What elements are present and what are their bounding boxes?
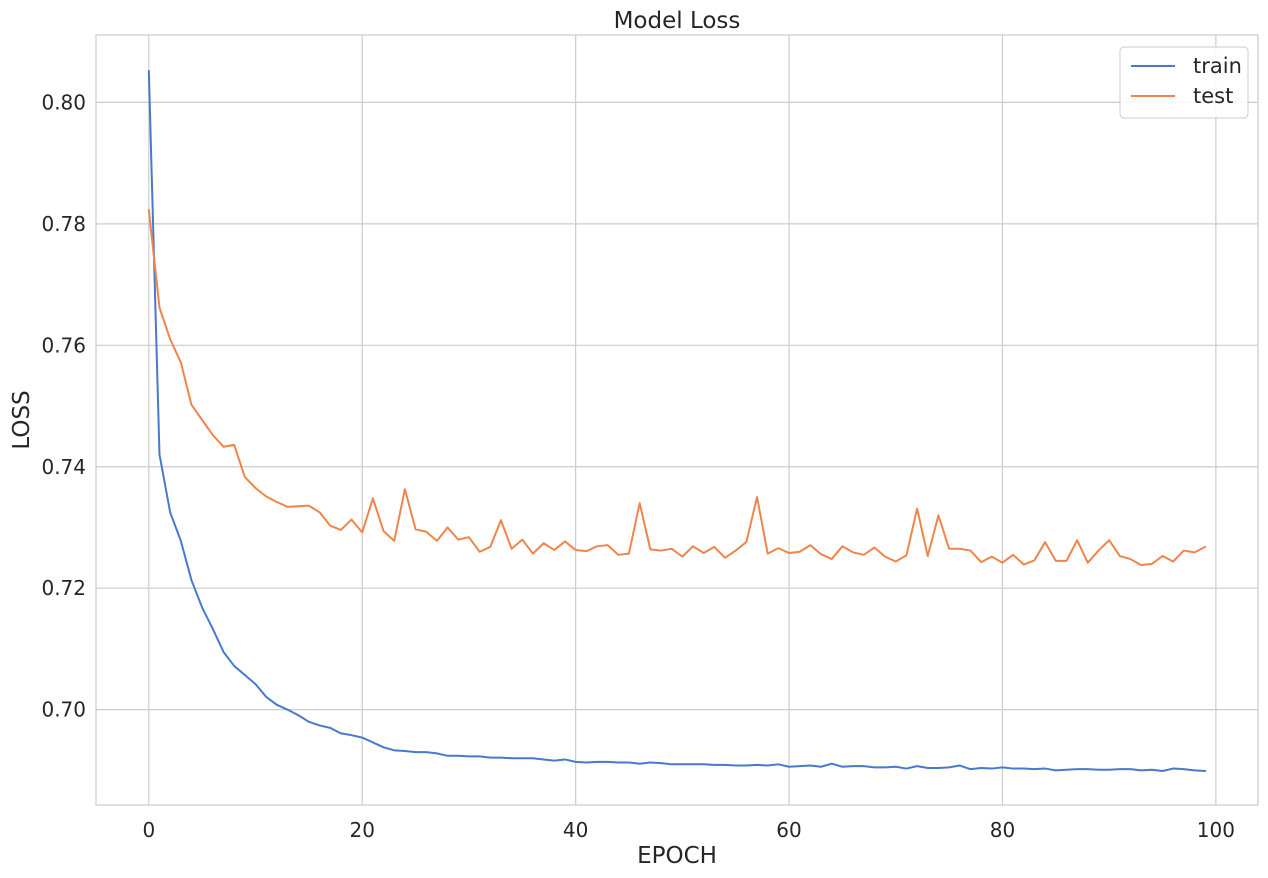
chart-title: Model Loss — [614, 8, 741, 34]
legend-frame — [1119, 46, 1249, 119]
y-tick-label: 0.72 — [41, 576, 86, 600]
x-tick-label: 60 — [776, 818, 801, 842]
legend-label-test: test — [1193, 84, 1233, 108]
y-tick-label: 0.70 — [41, 698, 86, 722]
x-tick-label: 100 — [1197, 818, 1235, 842]
x-tick-label: 20 — [349, 818, 374, 842]
y-tick-label: 0.80 — [41, 90, 86, 114]
x-axis-title: EPOCH — [637, 843, 717, 869]
y-axis-title: LOSS — [9, 390, 35, 449]
y-tick-label: 0.78 — [41, 212, 86, 236]
y-tick-label: 0.76 — [41, 333, 86, 357]
x-tick-label: 40 — [563, 818, 588, 842]
series-lines — [147, 69, 1207, 772]
y-tick-labels: 0.70 0.72 0.74 0.76 0.78 0.80 — [41, 90, 86, 721]
legend: train test — [1119, 46, 1249, 119]
series-line-train — [147, 69, 1207, 772]
legend-label-train: train — [1193, 54, 1242, 78]
plot-background — [96, 35, 1258, 805]
x-tick-label: 0 — [142, 818, 155, 842]
x-tick-label: 80 — [990, 818, 1015, 842]
series-line-test — [147, 208, 1207, 567]
plot-frame — [95, 34, 1259, 806]
vertical-gridlines — [148, 35, 1217, 805]
y-tick-label: 0.74 — [41, 455, 86, 479]
x-tick-labels: 0 20 40 60 80 100 — [142, 818, 1234, 842]
